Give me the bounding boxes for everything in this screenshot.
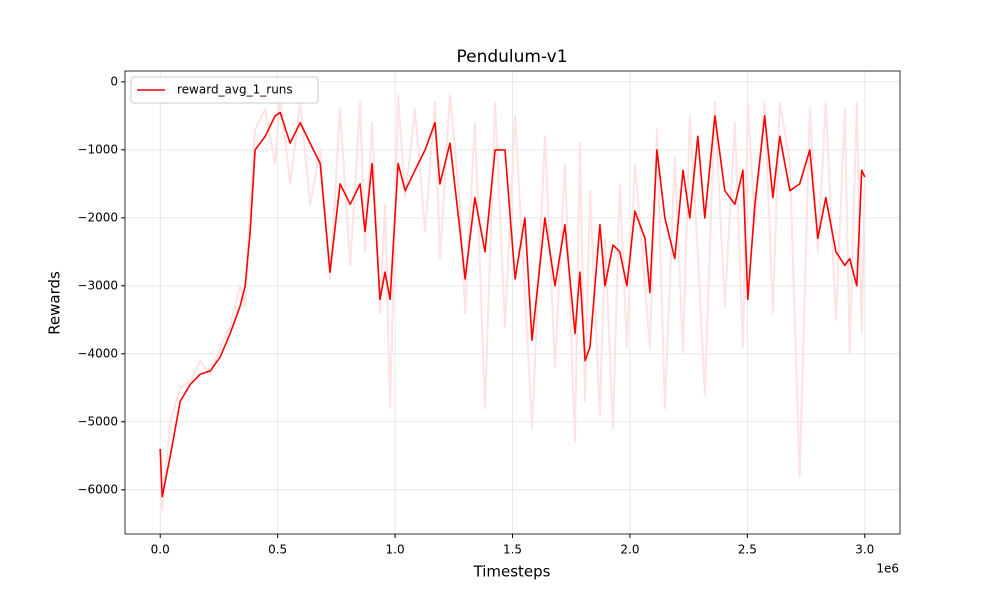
y-tick-label: −1000 — [77, 142, 118, 156]
legend-box — [130, 76, 319, 104]
series-line — [159, 111, 866, 498]
chart-title: Pendulum-v1 — [456, 47, 567, 67]
y-tick-label: −4000 — [77, 346, 118, 360]
x-tick-label: 2.0 — [620, 543, 639, 557]
y-tick-label: 0 — [110, 74, 118, 88]
x-tick-label: 3.0 — [855, 543, 874, 557]
x-tick-label: 2.5 — [738, 543, 757, 557]
plot-frame — [124, 70, 901, 535]
raw-line — [159, 94, 866, 512]
x-axis-label: Timesteps — [473, 563, 551, 581]
y-tick-label: −3000 — [77, 278, 118, 292]
x-tick-label: 1.5 — [503, 543, 522, 557]
x-offset-label: 1e6 — [876, 562, 899, 576]
x-tick-label: 0.0 — [151, 543, 170, 557]
x-tick-label: 0.5 — [268, 543, 287, 557]
y-tick-label: −2000 — [77, 210, 118, 224]
x-tick-label: 1.0 — [386, 543, 405, 557]
legend-label: reward_avg_1_runs — [177, 83, 293, 97]
y-tick-label: −5000 — [77, 414, 118, 428]
y-axis-label: Rewards — [46, 271, 64, 335]
y-tick-label: −6000 — [77, 482, 118, 496]
